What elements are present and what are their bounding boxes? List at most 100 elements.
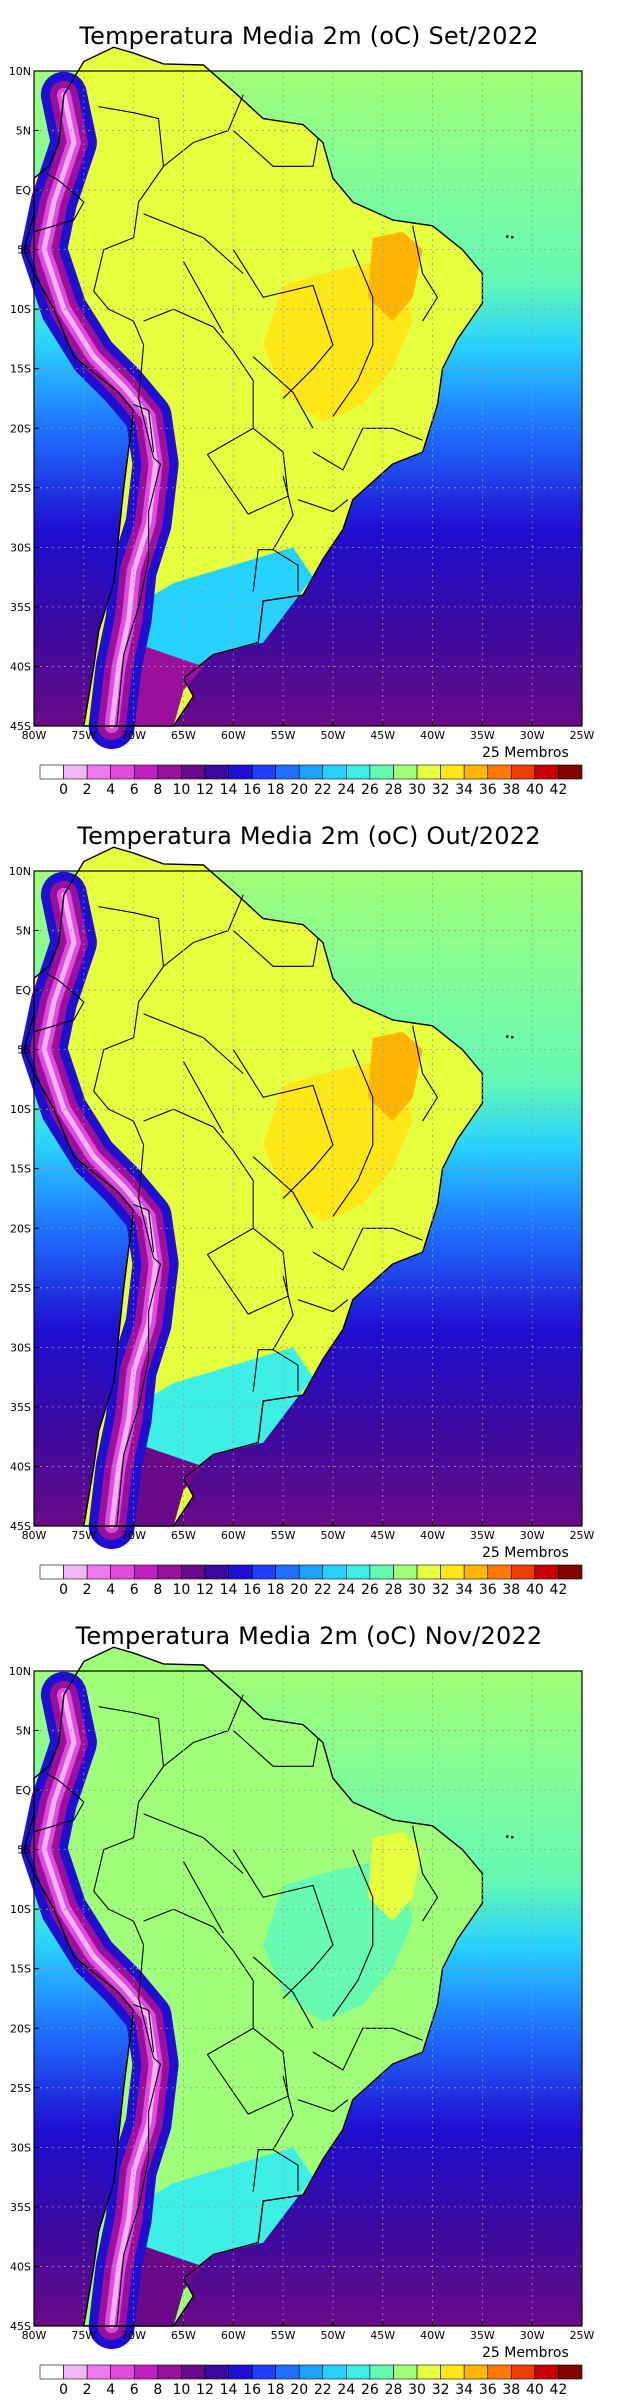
colorbar-swatch (346, 764, 371, 780)
lon-tick-label: 60W (221, 729, 246, 742)
coastline (23, 846, 484, 1527)
colorbar-label: 38 (502, 1582, 520, 1598)
colorbar-swatch (393, 1564, 418, 1580)
island-dot (505, 1035, 509, 1038)
map-frame (33, 870, 583, 1527)
members-note: 25 Membros (482, 1545, 569, 1561)
lon-tick-label: 35W (470, 1529, 495, 1542)
political-border (252, 356, 314, 429)
temperature-map: 80W 75W 70W 65W 60W 55W 50W 45W 40W 35W 30W 25W 10N 5… (9, 46, 595, 798)
political-border (206, 427, 289, 515)
lon-tick-label: 80W (22, 2329, 47, 2342)
colorbar-swatch (181, 1564, 206, 1580)
colorbar-label: 22 (314, 2382, 332, 2398)
colorbar-label: 16 (243, 1582, 261, 1598)
lon-tick-label: 80W (22, 729, 47, 742)
cool-region (133, 2147, 313, 2279)
map-panel-nov: Temperatura Media 2m (oC) Nov/2022 80W 75… (0, 1600, 618, 2400)
colorbar-label: 40 (526, 1582, 544, 1598)
colorbar-swatch (440, 1564, 465, 1580)
colorbar-label: 42 (550, 782, 568, 798)
lat-tick-label: 35S (10, 1401, 31, 1414)
colorbar-label: 32 (432, 782, 450, 798)
colorbar-label: 22 (314, 1582, 332, 1598)
temperature-map: 80W 75W 70W 65W 60W 55W 50W 45W 40W 35W 30W 25W 10N 5… (9, 1646, 595, 2398)
panel-title: Temperatura Media 2m (oC) Out/2022 (77, 822, 541, 850)
lat-tick-label: 25S (10, 2082, 31, 2095)
colorbar-swatch (558, 1564, 583, 1580)
political-border (232, 1849, 334, 1999)
political-border (297, 1299, 349, 1313)
colorbar-swatch (393, 764, 418, 780)
colorbar-swatch (487, 764, 512, 780)
colorbar-swatch (181, 2364, 206, 2380)
island-dot (510, 1035, 514, 1039)
colorbar-label: 18 (267, 782, 285, 798)
andes-band-peak (41, 892, 159, 1529)
colorbar-label: 32 (432, 1582, 450, 1598)
political-border (232, 930, 319, 967)
lat-tick-label: 10S (10, 303, 31, 316)
political-border (332, 1049, 374, 1217)
colorbar-swatch (157, 764, 182, 780)
lat-tick-label: 20S (10, 2022, 31, 2035)
political-border (33, 972, 85, 1033)
political-border (252, 1156, 314, 1229)
lon-tick-label: 65W (171, 729, 196, 742)
colorbar-swatch (487, 2364, 512, 2380)
colorbar-swatch (133, 2364, 159, 2380)
political-border (332, 249, 374, 417)
colorbar-label: 8 (153, 782, 162, 798)
island-dot (505, 1835, 509, 1838)
lon-tick-label: 35W (470, 729, 495, 742)
coastline (23, 46, 484, 727)
colorbar-label: 4 (106, 2382, 115, 2398)
colorbar-label: 0 (59, 1582, 68, 1598)
colorbar-label: 24 (337, 782, 355, 798)
lon-tick-label: 80W (22, 1529, 47, 1542)
political-border (183, 261, 224, 334)
island-dot (505, 235, 509, 238)
colorbar-swatch (346, 1564, 371, 1580)
political-border (133, 2003, 155, 2053)
lon-tick-label: 50W (320, 2329, 345, 2342)
lat-tick-label: 35S (10, 2201, 31, 2214)
colorbar-swatch (275, 1564, 300, 1580)
political-border (297, 499, 349, 513)
political-border (183, 1861, 224, 1934)
colorbar-label: 30 (408, 2382, 426, 2398)
colorbar-swatch (86, 764, 111, 780)
colorbar-label: 8 (153, 2382, 162, 2398)
colorbar-swatch (251, 764, 276, 780)
lon-tick-label: 60W (221, 1529, 246, 1542)
lon-tick-label: 45W (370, 1529, 395, 1542)
colorbar-swatch (228, 1564, 253, 1580)
colorbar-swatch (157, 2364, 182, 2380)
colorbar-swatch (133, 764, 159, 780)
colorbar-label: 26 (361, 1582, 379, 1598)
lon-tick-label: 75W (71, 1529, 96, 1542)
colorbar-label: 42 (550, 2382, 568, 2398)
lon-tick-label: 40W (420, 2329, 445, 2342)
colorbar-swatch (534, 2364, 559, 2380)
colorbar-label: 20 (290, 782, 308, 798)
political-border (206, 1227, 289, 1315)
political-border (143, 1813, 244, 1874)
lat-tick-label: 5S (17, 244, 31, 257)
colorbar-swatch (39, 2364, 64, 2380)
colorbar-label: 0 (59, 782, 68, 798)
colorbar-swatch (369, 2364, 394, 2380)
map-frame (33, 1670, 583, 2327)
political-border (232, 1730, 319, 1767)
map-frame (33, 70, 583, 727)
colorbar-label: 32 (432, 2382, 450, 2398)
colorbar-label: 20 (290, 1582, 308, 1598)
lon-tick-label: 40W (420, 729, 445, 742)
political-border (272, 2149, 299, 2192)
colorbar-label: 14 (220, 1582, 238, 1598)
colorbar-label: 10 (172, 1582, 190, 1598)
lat-tick-label: 30S (10, 1341, 31, 1354)
lat-tick-label: 15S (10, 363, 31, 376)
colorbar-swatch (86, 2364, 111, 2380)
lon-tick-label: 45W (370, 729, 395, 742)
